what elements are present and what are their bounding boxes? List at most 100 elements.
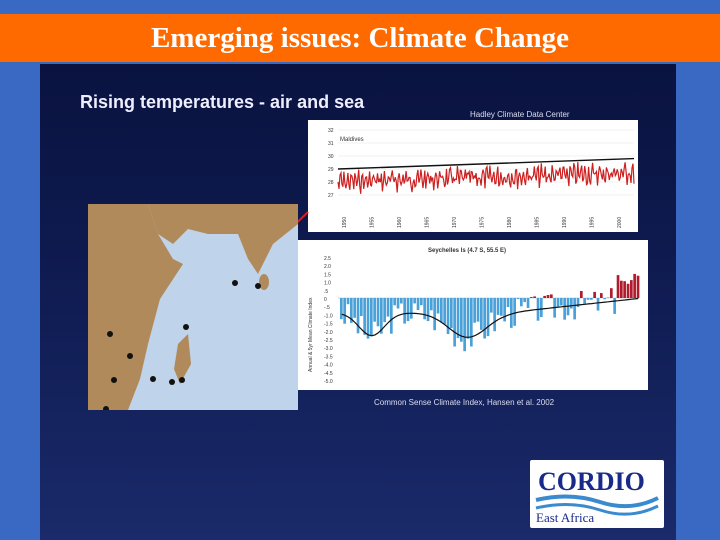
seychelles-bar bbox=[510, 298, 513, 328]
seychelles-bar bbox=[633, 273, 636, 298]
seychelles-bar bbox=[593, 291, 596, 298]
site-dot bbox=[103, 406, 109, 410]
maldives-x-ticks: 1950 1955 1960 1965 1970 1975 1980 1985 1990 1995… bbox=[342, 217, 623, 228]
site-dot bbox=[127, 353, 133, 359]
seychelles-bar bbox=[580, 291, 583, 298]
seychelles-bar bbox=[490, 298, 493, 313]
seychelles-bar bbox=[340, 298, 343, 320]
seychelles-y-tick: -3.0 bbox=[324, 346, 333, 352]
seychelles-y-tick: 0 bbox=[324, 297, 327, 303]
seychelles-bar bbox=[523, 298, 526, 303]
seychelles-bar bbox=[520, 298, 523, 307]
seychelles-bar bbox=[546, 295, 550, 298]
seychelles-bar bbox=[436, 298, 440, 314]
logo-sub: East Africa bbox=[536, 510, 594, 525]
seychelles-bar bbox=[463, 298, 466, 352]
seychelles-y-tick: -3.5 bbox=[324, 354, 333, 360]
seychelles-y-tick: -1.5 bbox=[324, 322, 333, 328]
seychelles-bar bbox=[363, 298, 366, 335]
site-dot bbox=[255, 283, 261, 289]
seychelles-bar bbox=[450, 298, 453, 329]
maldives-x-tick: 1990 bbox=[562, 217, 568, 228]
seychelles-bar bbox=[443, 298, 446, 325]
seychelles-bar bbox=[440, 298, 443, 323]
seychelles-mean-line bbox=[341, 297, 639, 338]
seychelles-bar bbox=[453, 298, 456, 347]
maldives-trend-line bbox=[337, 157, 635, 170]
madagascar-landmass bbox=[174, 334, 191, 384]
site-dot bbox=[183, 324, 189, 330]
seychelles-bar bbox=[353, 298, 356, 318]
seychelles-bar bbox=[476, 298, 480, 322]
seychelles-bar bbox=[403, 298, 406, 324]
seychelles-y-tick: .5 bbox=[324, 289, 328, 295]
seychelles-bar bbox=[600, 293, 603, 298]
content-heading: Rising temperatures - air and sea bbox=[80, 92, 365, 112]
seychelles-bar bbox=[386, 298, 390, 317]
seychelles-y-tick: -.5 bbox=[324, 305, 330, 311]
seychelles-bar bbox=[560, 298, 563, 306]
seychelles-y-tick: -4.0 bbox=[324, 363, 333, 369]
logo-name: CORDIO bbox=[538, 467, 645, 496]
maldives-x-tick: 2000 bbox=[617, 217, 623, 228]
site-dot bbox=[169, 379, 175, 385]
maldives-x-tick: 1995 bbox=[590, 217, 596, 228]
seychelles-bar bbox=[423, 298, 426, 320]
seychelles-bar bbox=[346, 298, 350, 305]
seychelles-bar bbox=[416, 298, 420, 310]
seychelles-title: Seychelles Is (4.7 S, 55.5 E) bbox=[428, 248, 506, 254]
maldives-x-tick: 1970 bbox=[452, 217, 458, 228]
maldives-x-tick: 1975 bbox=[480, 217, 486, 228]
seychelles-bar bbox=[590, 298, 593, 300]
sri-lanka-landmass bbox=[259, 274, 269, 290]
site-dot bbox=[150, 376, 156, 382]
seychelles-y-tick: 1.0 bbox=[324, 281, 331, 287]
maldives-x-tick: 1960 bbox=[397, 217, 403, 228]
seychelles-bar bbox=[506, 298, 510, 307]
seychelles-bar bbox=[513, 298, 516, 326]
seychelles-bar bbox=[543, 295, 546, 298]
maldives-series bbox=[337, 162, 635, 194]
seychelles-bar bbox=[380, 298, 383, 334]
cordio-logo: CORDIO East Africa bbox=[530, 460, 664, 528]
seychelles-bar bbox=[456, 298, 460, 339]
seychelles-y-tick: -2.0 bbox=[324, 330, 333, 336]
seychelles-bar bbox=[500, 298, 503, 316]
seychelles-bar bbox=[576, 298, 580, 308]
seychelles-bar bbox=[343, 298, 346, 324]
seychelles-y-tick: 2.5 bbox=[324, 256, 331, 262]
seychelles-bar bbox=[393, 298, 396, 306]
maldives-y-tick: 30 bbox=[328, 154, 334, 160]
slide-title: Emerging issues: Climate Change bbox=[150, 21, 570, 54]
maldives-x-tick: 1980 bbox=[507, 217, 513, 228]
africa-landmass bbox=[88, 204, 183, 410]
seychelles-bar bbox=[420, 298, 423, 306]
seychelles-bar bbox=[406, 298, 410, 322]
seychelles-bar bbox=[623, 281, 626, 298]
site-dot bbox=[107, 331, 113, 337]
seychelles-bar bbox=[526, 298, 530, 308]
seychelles-bar bbox=[556, 298, 560, 308]
seychelles-bar bbox=[356, 298, 360, 334]
seychelles-y-tick: -1.0 bbox=[324, 313, 333, 319]
seychelles-y-tick: 1.5 bbox=[324, 272, 331, 278]
seychelles-y-tick: 2.0 bbox=[324, 264, 331, 270]
seychelles-bar bbox=[383, 298, 386, 323]
maldives-label: Maldives bbox=[340, 137, 364, 143]
seychelles-bar bbox=[630, 280, 633, 298]
seychelles-y-tick: -2.5 bbox=[324, 338, 333, 344]
slide-title-bar: Emerging issues: Climate Change bbox=[0, 14, 720, 62]
seychelles-bar bbox=[466, 298, 470, 339]
seychelles-bar bbox=[433, 298, 436, 331]
seychelles-bar bbox=[430, 298, 433, 311]
seychelles-bar bbox=[366, 298, 370, 339]
seychelles-bar bbox=[483, 298, 486, 339]
seychelles-bar bbox=[426, 298, 430, 322]
seychelles-bar bbox=[486, 298, 490, 337]
seychelles-bar bbox=[530, 297, 533, 298]
seychelles-bar bbox=[396, 298, 400, 309]
seychelles-bar bbox=[573, 298, 576, 320]
site-dot bbox=[232, 280, 238, 286]
maldives-y-tick: 29 bbox=[328, 167, 334, 173]
